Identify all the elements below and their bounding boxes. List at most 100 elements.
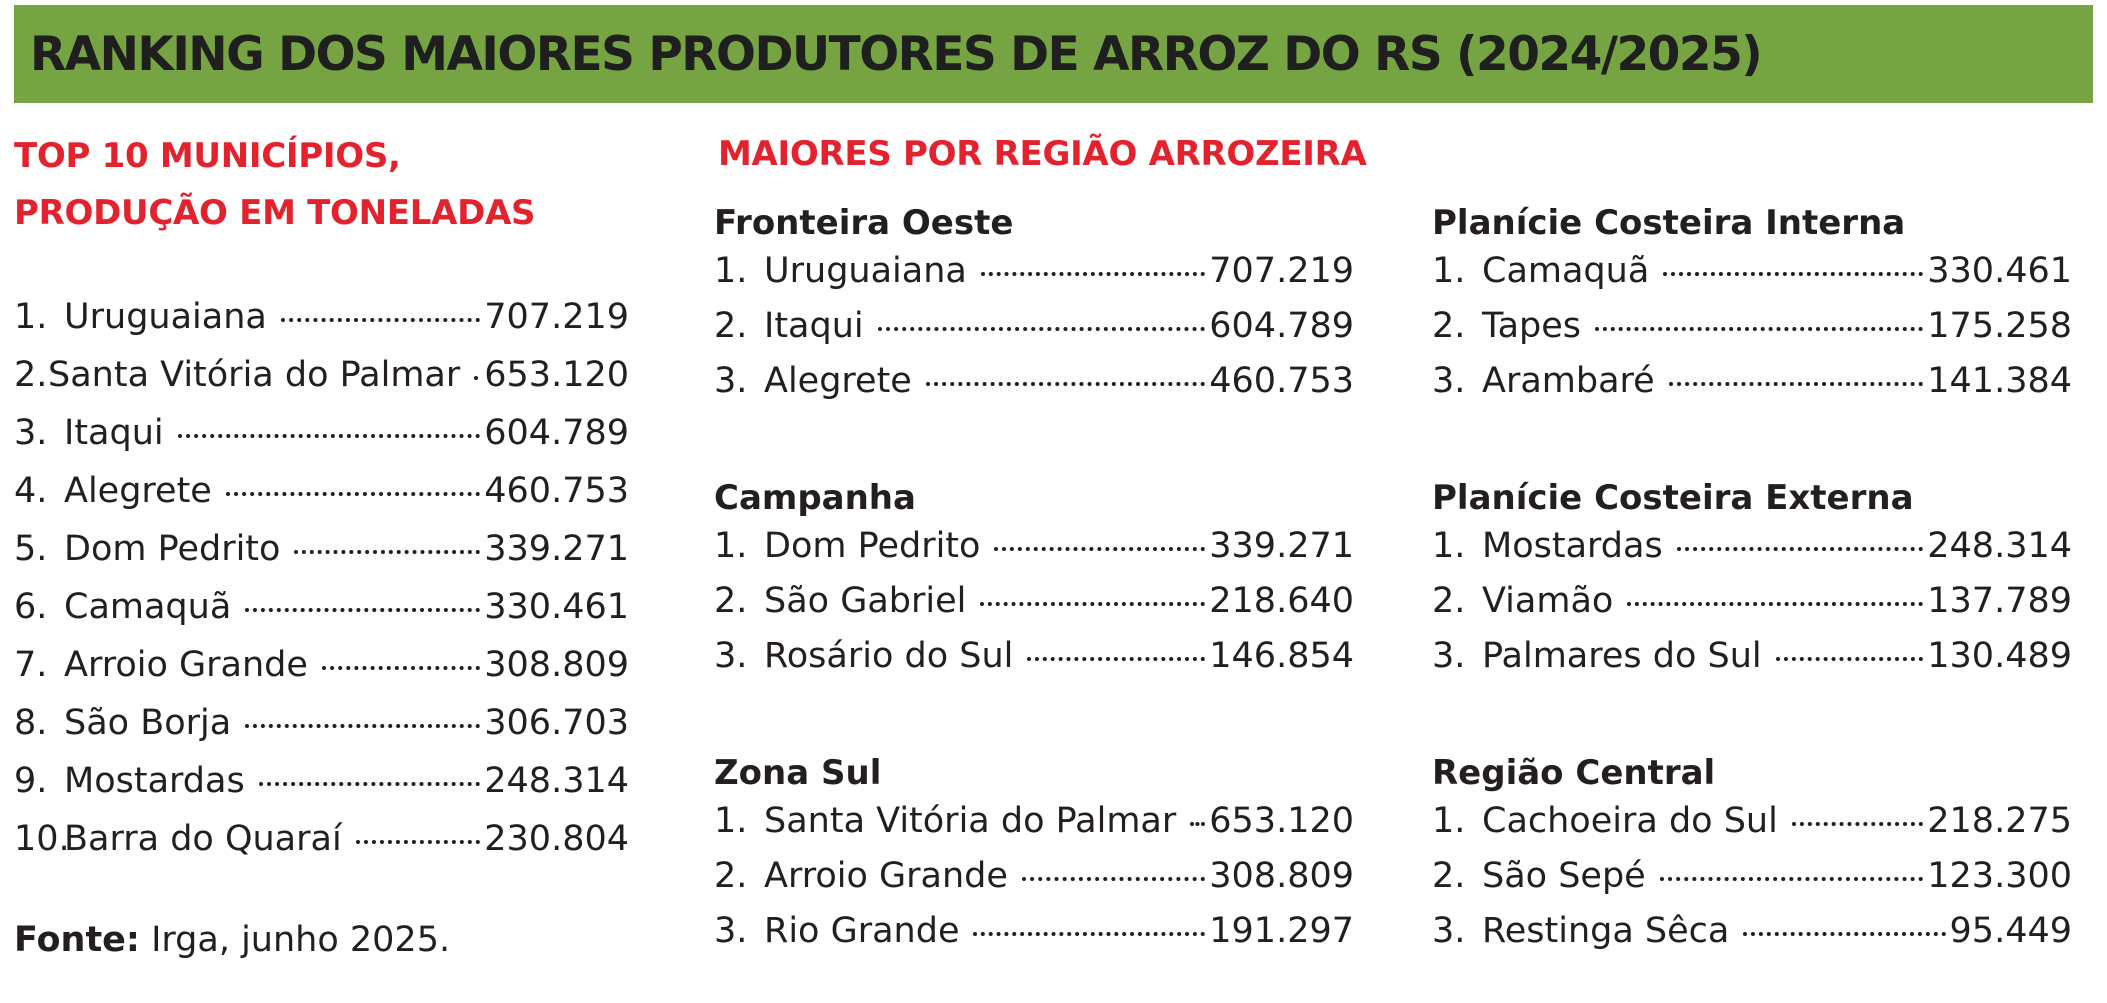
municipality-name: Restinga Sêca: [1482, 911, 1730, 951]
list-item: 2. São Gabriel 218.640: [714, 581, 1354, 636]
dot-leader: [177, 434, 481, 438]
dot-leader: [980, 272, 1206, 276]
dot-leader: [355, 840, 481, 844]
dot-leader: [245, 724, 481, 728]
list-item: 3. Arambaré 141.384: [1432, 361, 2072, 416]
top10-list: 1. Uruguaiana 707.219 2. Santa Vitória do P…: [14, 297, 629, 877]
rank-number: 3.: [1432, 636, 1466, 676]
production-value: 175.258: [1927, 306, 2072, 346]
region-title: Planície Costeira Externa: [1432, 478, 1914, 518]
list-item: 3. Alegrete 460.753: [714, 361, 1354, 416]
list-item: 1. Uruguaiana 707.219: [714, 251, 1354, 306]
rank-number: 1.: [1432, 526, 1466, 566]
production-value: 707.219: [484, 297, 629, 337]
rank-number: 9.: [14, 761, 48, 801]
rank-number: 2.: [1432, 856, 1466, 896]
dot-leader: [1627, 602, 1924, 606]
municipality-name: São Borja: [64, 703, 232, 743]
production-value: 248.314: [484, 761, 629, 801]
production-value: 339.271: [1209, 526, 1354, 566]
list-item: 2. Tapes 175.258: [1432, 306, 2072, 361]
rank-number: 2.: [14, 355, 48, 395]
rank-number: 10.: [14, 819, 70, 859]
municipality-name: Rio Grande: [764, 911, 960, 951]
rank-number: 3.: [1432, 911, 1466, 951]
rank-number: 2.: [714, 306, 748, 346]
rank-number: 7.: [14, 645, 48, 685]
production-value: 248.314: [1927, 526, 2072, 566]
municipality-name: São Gabriel: [764, 581, 967, 621]
municipality-name: Arroio Grande: [64, 645, 308, 685]
dot-leader: [294, 550, 481, 554]
list-item: 8. São Borja 306.703: [14, 703, 629, 761]
region-title: Campanha: [714, 478, 916, 518]
list-item: 2. São Sepé 123.300: [1432, 856, 2072, 911]
municipality-name: Santa Vitória do Palmar: [764, 801, 1177, 841]
municipality-name: Palmares do Sul: [1482, 636, 1762, 676]
rank-number: 2.: [1432, 581, 1466, 621]
municipality-name: Itaqui: [764, 306, 864, 346]
list-item: 3. Rosário do Sul 146.854: [714, 636, 1354, 691]
top10-heading-line1: TOP 10 MUNICÍPIOS,: [14, 136, 401, 176]
dot-leader: [1791, 822, 1924, 826]
list-item: 1. Camaquã 330.461: [1432, 251, 2072, 306]
list-item: 3. Restinga Sêca 95.449: [1432, 911, 2072, 966]
production-value: 653.120: [484, 355, 629, 395]
list-item: 9. Mostardas 248.314: [14, 761, 629, 819]
dot-leader: [980, 602, 1206, 606]
production-value: 707.219: [1209, 251, 1354, 291]
municipality-name: Dom Pedrito: [64, 529, 281, 569]
production-value: 218.640: [1209, 581, 1354, 621]
list-item: 5. Dom Pedrito 339.271: [14, 529, 629, 587]
municipality-name: Arambaré: [1482, 361, 1655, 401]
dot-leader: [973, 932, 1206, 936]
rank-number: 2.: [714, 856, 748, 896]
title-banner: RANKING DOS MAIORES PRODUTORES DE ARROZ …: [14, 5, 2093, 103]
production-value: 308.809: [1209, 856, 1354, 896]
rank-number: 8.: [14, 703, 48, 743]
rank-number: 3.: [714, 911, 748, 951]
production-value: 653.120: [1209, 801, 1354, 841]
region-fronteira-oeste: Fronteira Oeste 1. Uruguaiana 707.219 2. It…: [714, 196, 1354, 416]
dot-leader: [1743, 932, 1946, 936]
rank-number: 1.: [1432, 801, 1466, 841]
production-value: 146.854: [1209, 636, 1354, 676]
list-item: 3. Rio Grande 191.297: [714, 911, 1354, 966]
production-value: 330.461: [1927, 251, 2072, 291]
list-item: 2. Santa Vitória do Palmar 653.120: [14, 355, 629, 413]
production-value: 604.789: [484, 413, 629, 453]
region-regiao-central: Região Central 1. Cachoeira do Sul 218.275…: [1432, 746, 2072, 966]
rank-number: 4.: [14, 471, 48, 511]
list-item: 2. Viamão 137.789: [1432, 581, 2072, 636]
dot-leader: [1663, 272, 1924, 276]
municipality-name: Mostardas: [1482, 526, 1663, 566]
production-value: 141.384: [1927, 361, 2072, 401]
municipality-name: Mostardas: [64, 761, 245, 801]
dot-leader: [1190, 822, 1206, 826]
dot-leader: [1027, 657, 1206, 661]
municipality-name: Arroio Grande: [764, 856, 1008, 896]
dot-leader: [1021, 877, 1206, 881]
region-zona-sul: Zona Sul 1. Santa Vitória do Palmar 653.12…: [714, 746, 1354, 966]
rank-number: 1.: [14, 297, 48, 337]
list-item: 3. Itaqui 604.789: [14, 413, 629, 471]
rank-number: 1.: [1432, 251, 1466, 291]
region-title: Região Central: [1432, 753, 1716, 793]
list-item: 7. Arroio Grande 308.809: [14, 645, 629, 703]
region-planicie-costeira-externa: Planície Costeira Externa 1. Mostardas 248…: [1432, 471, 2072, 691]
production-value: 306.703: [484, 703, 629, 743]
list-item: 1. Uruguaiana 707.219: [14, 297, 629, 355]
region-title: Planície Costeira Interna: [1432, 203, 1906, 243]
municipality-name: Dom Pedrito: [764, 526, 981, 566]
municipality-name: Uruguaiana: [764, 251, 967, 291]
page-title: RANKING DOS MAIORES PRODUTORES DE ARROZ …: [30, 26, 1763, 82]
rank-number: 2.: [714, 581, 748, 621]
list-item: 1. Dom Pedrito 339.271: [714, 526, 1354, 581]
production-value: 339.271: [484, 529, 629, 569]
production-value: 460.753: [1209, 361, 1354, 401]
municipality-name: Tapes: [1482, 306, 1582, 346]
dot-leader: [1676, 547, 1924, 551]
rank-number: 1.: [714, 251, 748, 291]
municipality-name: Viamão: [1482, 581, 1614, 621]
list-item: 1. Mostardas 248.314: [1432, 526, 2072, 581]
